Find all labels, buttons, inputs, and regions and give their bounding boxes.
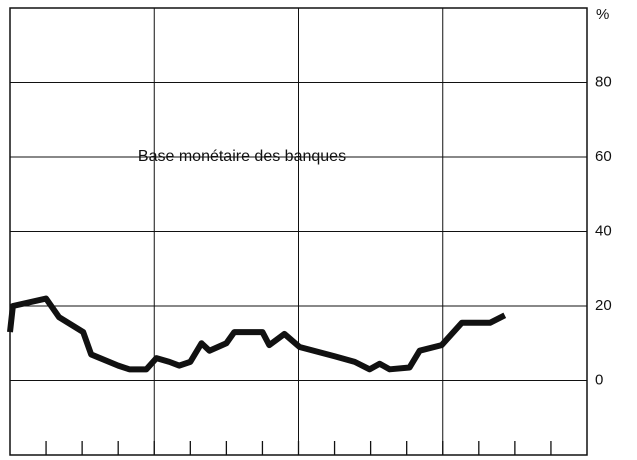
y-axis-label: % <box>596 6 609 23</box>
y-tick-label: 0 <box>595 371 603 388</box>
y-tick-label: 40 <box>595 222 612 239</box>
annotation: Base monétaire des banques <box>138 148 346 165</box>
y-tick-label: 60 <box>595 148 612 165</box>
y-tick-label: 80 <box>595 73 612 90</box>
y-tick-label: 20 <box>595 297 612 314</box>
data-line <box>7 295 507 373</box>
